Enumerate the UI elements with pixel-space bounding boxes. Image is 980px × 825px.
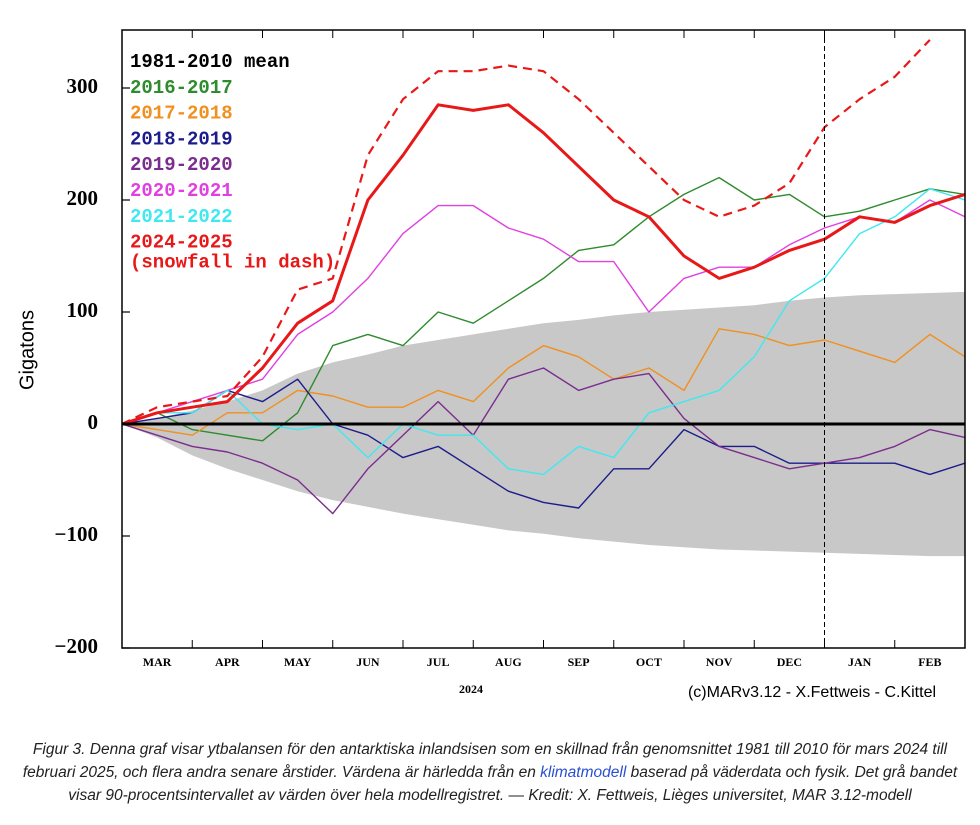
legend-entry: 2017-2018 (130, 103, 233, 125)
series-line (122, 328, 965, 436)
y-tick-label: 100 (67, 298, 99, 322)
legend-entry: 2020-2021 (130, 180, 233, 202)
x-tick-label: OCT (636, 655, 662, 669)
x-tick-label: AUG (495, 655, 522, 669)
y-axis-label: Gigatons (16, 310, 38, 390)
x-tick-label: DEC (777, 655, 802, 669)
y-tick-label: −100 (55, 522, 98, 546)
legend-entry: 2018-2019 (130, 128, 233, 150)
series-line (122, 199, 965, 425)
legend-entry: 2024-2025 (130, 232, 233, 254)
y-tick-label: 300 (67, 74, 99, 98)
plot-area (122, 39, 965, 557)
y-tick-label: −200 (55, 634, 98, 658)
x-tick-label: SEP (568, 655, 590, 669)
caption: Figur 3. Denna graf visar ytbalansen för… (20, 738, 960, 807)
x-tick-label: JAN (848, 655, 872, 669)
x-tick-label: NOV (706, 655, 733, 669)
x-tick-label: APR (215, 655, 240, 669)
y-tick-label: 200 (67, 186, 99, 210)
x-tick-label: FEB (918, 655, 941, 669)
snowfall-line (122, 39, 931, 425)
y-tick-label: 0 (88, 410, 99, 434)
legend-note: (snowfall in dash) (130, 251, 335, 273)
x-tick-label: MAY (284, 655, 312, 669)
legend-entry: 2016-2017 (130, 77, 233, 99)
caption-text: Figur 3. Denna graf visar ytbalansen för… (22, 741, 948, 781)
caption-text: baserad på väderdata och fysik. Det grå … (68, 764, 958, 804)
credit: (c)MARv3.12 - X.Fettweis - C.Kittel (688, 684, 936, 701)
caption-link[interactable]: klimatmodell (540, 764, 627, 781)
legend-entry: 2019-2020 (130, 154, 233, 176)
x-tick-label: JUL (427, 655, 450, 669)
chart: Gigatons 2024 (c)MARv3.12 - X.Fettweis -… (16, 29, 966, 701)
x-tick-label: MAR (143, 655, 172, 669)
legend-entry: 2021-2022 (130, 206, 233, 228)
legend-entry: 1981-2010 mean (130, 51, 290, 73)
x-tick-label: JUN (356, 655, 380, 669)
x-axis-label: 2024 (459, 682, 483, 696)
